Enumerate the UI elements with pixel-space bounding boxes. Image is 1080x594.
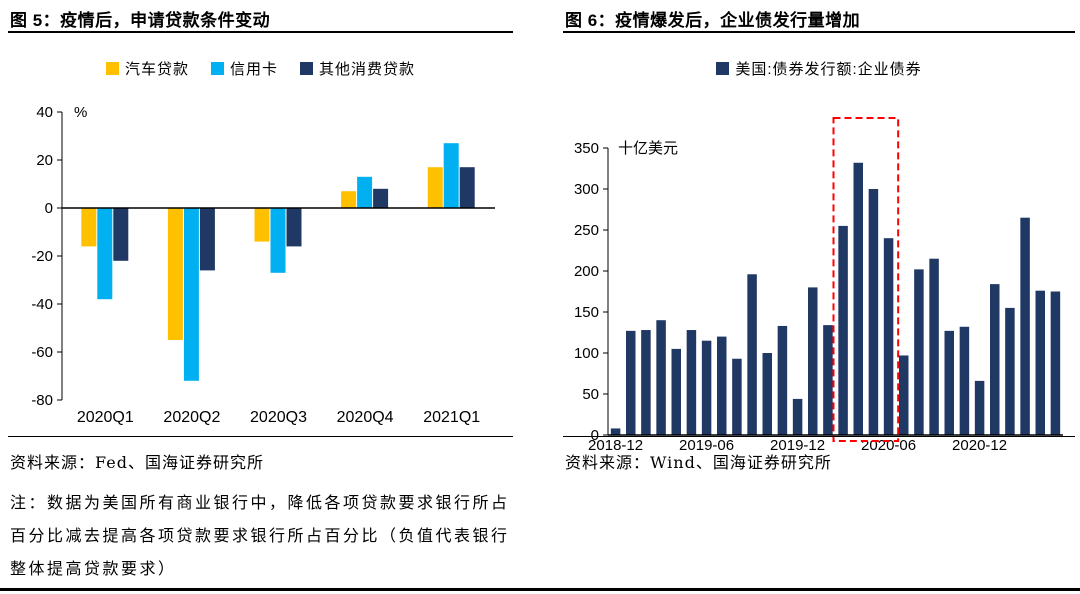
figure5-title: 图 5：疫情后，申请贷款条件变动 [10,11,271,30]
svg-text:2018-12: 2018-12 [588,437,643,454]
legend-swatch [300,62,313,75]
svg-text:0: 0 [591,427,599,444]
svg-text:40: 40 [36,104,53,121]
legend-label: 信用卡 [229,61,278,78]
figure5-chart: 40 20 0 -20 -40 -60 -80% 2020Q1 2020Q2 2020Q3 2020… [31,104,495,426]
legend-swatch [210,62,224,75]
svg-text:2020Q3: 2020Q3 [250,409,307,426]
svg-text:%: % [74,104,87,121]
svg-text:2019-06: 2019-06 [679,437,734,454]
svg-text:2020Q2: 2020Q2 [163,409,220,426]
svg-text:-20: -20 [31,248,53,265]
legend-item: 美国:债券发行额:企业债券 [716,58,921,79]
legend-label: 汽车贷款 [124,61,189,78]
figure5-legend: 汽车贷款 信用卡 其他消费贷款 [8,58,513,79]
figure5-source: 资料来源：Fed、国海证券研究所 [10,453,264,472]
svg-text:2019-12: 2019-12 [770,437,825,454]
svg-text:-60: -60 [31,344,53,361]
svg-text:300: 300 [574,181,599,198]
svg-text:0: 0 [45,200,53,217]
svg-text:2020-06: 2020-06 [861,437,916,454]
page-bottom-rule [0,588,1080,591]
figure5-separator-line [8,436,513,437]
svg-text:20: 20 [36,152,53,169]
svg-text:-40: -40 [31,296,53,313]
figure6-chart: 0 50 100 150 200 250 300 350 十亿美元 2018-12 2019-06 2… [574,117,1063,454]
legend-item: 其他消费贷款 [300,58,415,79]
svg-text:150: 150 [574,304,599,321]
svg-text:50: 50 [582,386,599,403]
figure5-title-underline [8,31,513,33]
legend-label: 其他消费贷款 [319,61,416,78]
svg-text:十亿美元: 十亿美元 [618,140,678,157]
svg-text:250: 250 [574,222,599,239]
legend-swatch [105,62,119,75]
svg-text:2020-12: 2020-12 [952,437,1007,454]
svg-text:-80: -80 [31,392,53,409]
legend-item: 汽车贷款 [105,58,189,79]
svg-text:2021Q1: 2021Q1 [423,409,480,426]
svg-text:100: 100 [574,345,599,362]
legend-label: 美国:债券发行额:企业债券 [735,61,922,78]
svg-text:2020Q4: 2020Q4 [337,409,394,426]
svg-text:2020Q1: 2020Q1 [77,409,134,426]
legend-item: 信用卡 [210,58,278,79]
legend-swatch [716,62,730,75]
figure6-title-underline [563,31,1075,33]
svg-text:200: 200 [574,263,599,280]
figure6-legend: 美国:债券发行额:企业债券 [563,58,1075,79]
figure5-note: 注：数据为美国所有商业银行中，降低各项贷款要求银行所占百分比减去提高各项贷款要求… [10,493,510,578]
figure6-source: 资料来源：Wind、国海证券研究所 [565,453,832,472]
svg-text:350: 350 [574,140,599,157]
figure6-title: 图 6：疫情爆发后，企业债发行量增加 [565,11,861,30]
figure6-separator-line [563,436,1075,437]
